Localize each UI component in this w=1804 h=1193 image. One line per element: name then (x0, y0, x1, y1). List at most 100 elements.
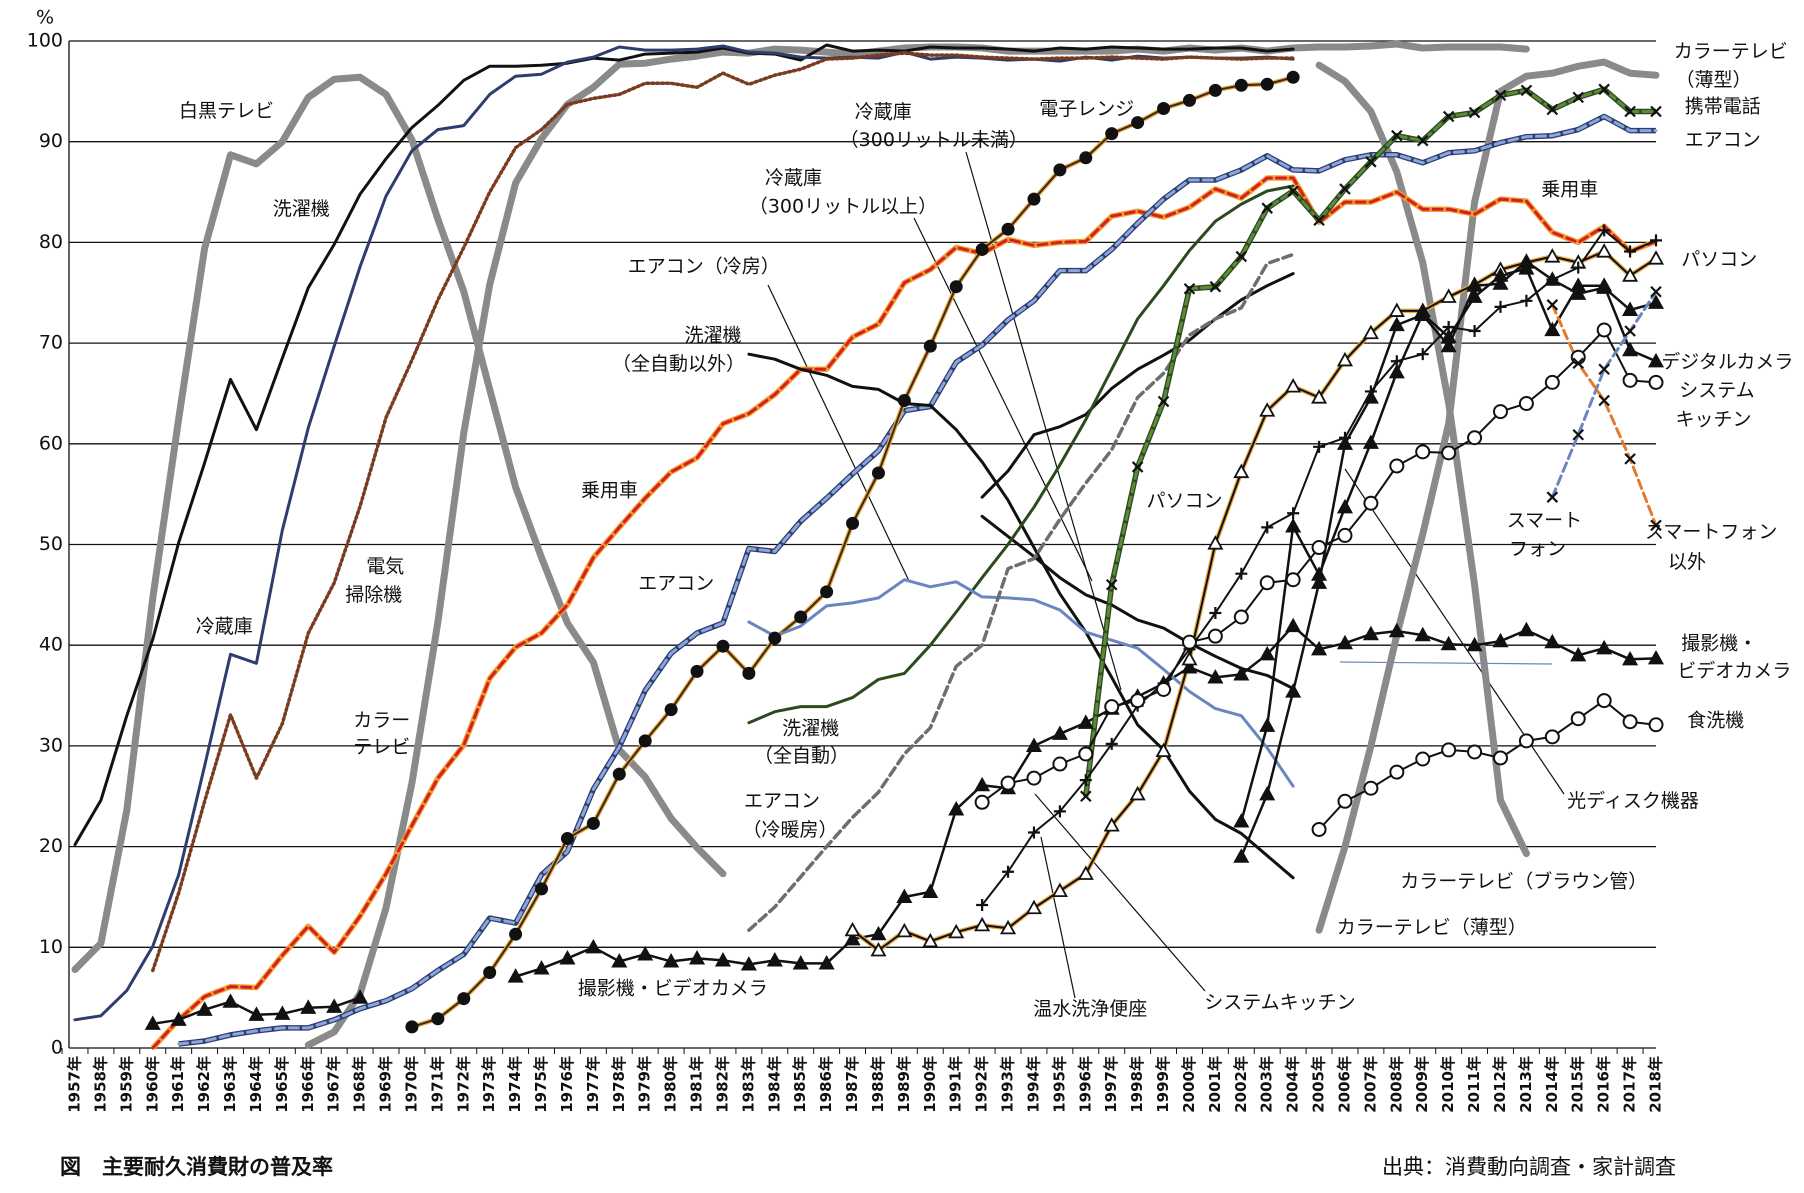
annotation: カラーテレビ（薄型） (1337, 917, 1527, 939)
marker (820, 585, 834, 599)
marker (1000, 919, 1017, 935)
x-tick-label: 1996年 (1076, 1056, 1094, 1113)
marker (1622, 267, 1639, 282)
y-tick-label: 20 (39, 835, 63, 857)
marker (1388, 363, 1405, 379)
marker (1286, 70, 1300, 84)
marker (1234, 78, 1248, 92)
marker (1287, 185, 1299, 197)
marker (1647, 649, 1665, 665)
marker (1080, 790, 1092, 803)
x-tick-label: 1977年 (584, 1056, 602, 1113)
marker (689, 950, 706, 965)
marker (1598, 224, 1611, 237)
marker (1362, 324, 1379, 340)
marker (844, 930, 861, 946)
marker (1440, 337, 1457, 353)
marker (1078, 746, 1094, 762)
x-tick-label: 1994年 (1024, 1056, 1042, 1113)
marker (1337, 527, 1353, 543)
marker (1414, 306, 1431, 322)
x-tick-label: 1979年 (636, 1056, 654, 1113)
annotation: 温水洗浄便座 (1033, 998, 1147, 1020)
series-line (1550, 303, 1658, 527)
x-tick-label: 2015年 (1569, 1056, 1587, 1113)
marker (1079, 774, 1092, 787)
marker (1336, 634, 1354, 650)
marker (1207, 535, 1224, 550)
y-tick-label: 30 (39, 734, 63, 756)
marker (1000, 775, 1016, 791)
marker (974, 916, 991, 932)
marker (1311, 640, 1328, 656)
marker (1494, 89, 1507, 102)
marker (1648, 717, 1664, 733)
annotation: 電子レンジ (1039, 98, 1134, 120)
marker (1544, 271, 1561, 286)
leader-line (1040, 836, 1076, 999)
series-line (980, 514, 1295, 690)
marker (1259, 785, 1276, 801)
series-markers (144, 70, 1665, 1034)
marker (196, 1001, 213, 1016)
series-lines (71, 40, 1660, 1050)
marker (896, 922, 913, 938)
marker (1388, 316, 1405, 332)
marker (300, 999, 317, 1014)
x-tick-label: 1974年 (506, 1056, 524, 1113)
marker (1572, 428, 1585, 441)
marker (1002, 865, 1015, 878)
marker (1336, 435, 1354, 450)
marker (1209, 606, 1222, 619)
x-tick-label: 2001年 (1206, 1056, 1224, 1113)
marker (1077, 714, 1094, 729)
marker (1233, 848, 1250, 863)
marker (1441, 445, 1457, 461)
series-line (151, 51, 1295, 973)
annotation: （全自動以外） (612, 353, 745, 375)
marker (1259, 717, 1276, 732)
y-tick-label: 100 (27, 30, 63, 52)
series-line (1315, 61, 1530, 858)
marker (1105, 737, 1118, 750)
marker (896, 888, 913, 904)
x-tick-label: 1980年 (662, 1056, 680, 1113)
series-line (177, 115, 1658, 1046)
marker (1105, 579, 1118, 591)
x-tick-label: 2013年 (1517, 1056, 1535, 1113)
marker (1416, 134, 1429, 147)
marker (1518, 733, 1534, 749)
marker (948, 800, 965, 816)
marker (1544, 633, 1561, 649)
marker (1285, 617, 1302, 633)
series-line (73, 44, 1295, 1022)
x-tick-label: 2017年 (1621, 1056, 1639, 1113)
marker (1624, 325, 1636, 337)
marker (1363, 780, 1379, 796)
marker (846, 516, 860, 530)
marker (1053, 163, 1067, 177)
marker (1389, 458, 1405, 474)
x-tick-label: 1968年 (351, 1056, 369, 1113)
x-tick-label: 1995年 (1050, 1056, 1068, 1113)
marker (1466, 288, 1483, 303)
annotation: （薄型） (1675, 69, 1751, 91)
marker (1365, 156, 1377, 168)
marker (1598, 83, 1610, 96)
marker (690, 664, 704, 678)
marker (922, 883, 939, 899)
x-tick-label: 2007年 (1361, 1056, 1379, 1113)
annotation: ビデオカメラ (1677, 660, 1791, 682)
annotation: フォン (1509, 538, 1566, 560)
marker (1414, 626, 1431, 642)
marker (1130, 693, 1146, 709)
marker (976, 899, 989, 912)
series-line (747, 578, 1295, 788)
marker (714, 952, 731, 967)
marker (1572, 261, 1585, 274)
marker (818, 955, 835, 970)
annotation: キッチン (1675, 408, 1751, 430)
y-tick-label: 50 (39, 533, 63, 555)
x-tick-label: 1984年 (765, 1056, 783, 1113)
annotation: （300リットル未満） (840, 129, 1028, 151)
